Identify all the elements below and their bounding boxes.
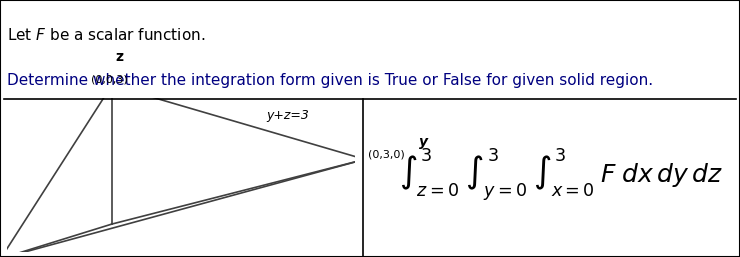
Text: $\int_{z=0}^{3}$$\;\int_{y=0}^{3}$$\;\int_{x=0}^{3}$$\; F \; dx\, dy\, dz$: $\int_{z=0}^{3}$$\;\int_{y=0}^{3}$$\;\in… — [400, 146, 723, 203]
Text: y+z=3: y+z=3 — [266, 109, 309, 122]
Text: (0,3,0): (0,3,0) — [369, 150, 405, 160]
Text: z: z — [115, 50, 124, 64]
Text: (0,0,3): (0,0,3) — [91, 74, 127, 84]
Text: y: y — [419, 135, 428, 149]
Text: Determine whether the integration form given is True or False for given solid re: Determine whether the integration form g… — [7, 73, 653, 88]
Text: Let $\mathit{F}$ be a scalar function.: Let $\mathit{F}$ be a scalar function. — [7, 27, 206, 43]
